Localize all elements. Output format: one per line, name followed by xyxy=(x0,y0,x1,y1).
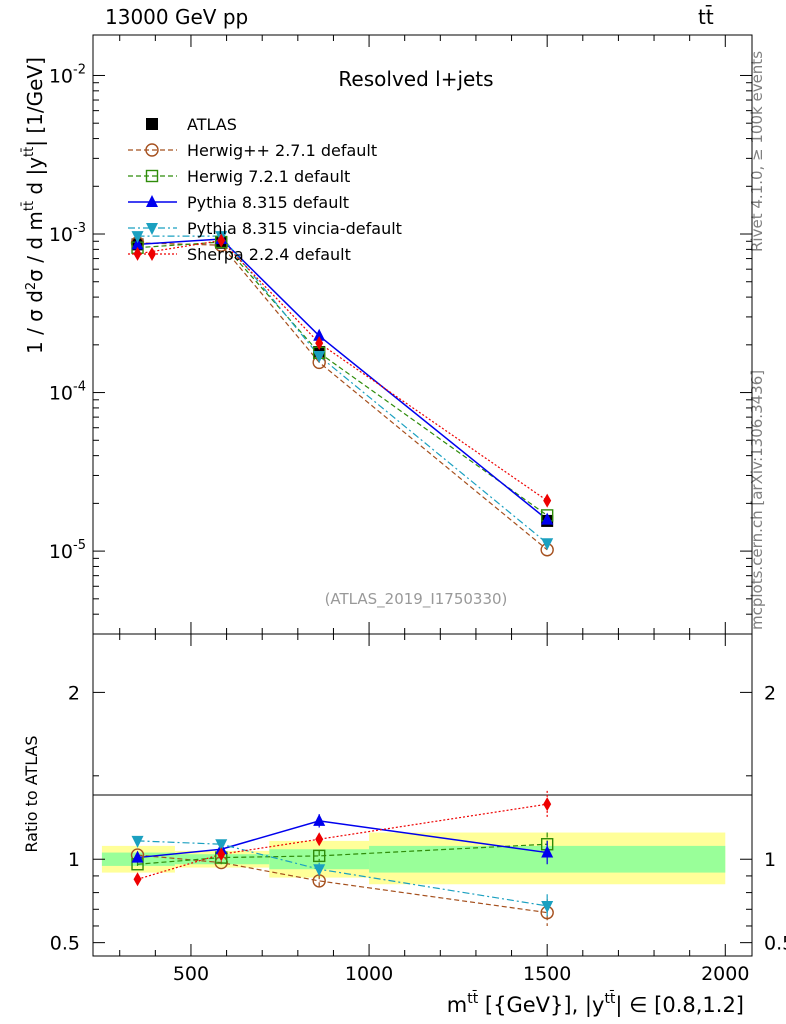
ratio-point-vincia xyxy=(313,864,326,877)
legend-label-herwigpp: Herwig++ 2.7.1 default xyxy=(187,141,377,160)
ratio-y-tick-label: 0.5 xyxy=(50,933,80,955)
ratio-point-sherpa xyxy=(543,797,552,812)
process-label: tt̄ xyxy=(698,4,714,29)
ratio-frame xyxy=(92,633,753,957)
ratio-series-markers xyxy=(130,790,554,926)
main-point-pythia xyxy=(541,512,554,525)
ratio-y-tick-label-right: 1 xyxy=(764,849,776,871)
ratio-point-pythia xyxy=(131,850,144,863)
ratio-y-axis-label: Ratio to ATLAS xyxy=(22,735,41,852)
main-point-vincia xyxy=(131,231,144,244)
legend-label-sherpa: Sherpa 2.2.4 default xyxy=(187,245,351,264)
ratio-y-tick-label-right: 2 xyxy=(764,682,776,704)
ratio-point-pythia xyxy=(541,845,554,858)
ratio-point-sherpa xyxy=(217,847,226,862)
energy-label: 13000 GeV pp xyxy=(105,5,248,29)
rivet-label: Rivet 4.1.0, ≥ 100k events xyxy=(748,51,766,252)
ratio-line-pythia xyxy=(137,820,548,859)
main-line-pythia xyxy=(137,238,548,521)
x-axis-label: mtt̄ [{GeV}], |ytt̄| ∈ [0.8,1.2] xyxy=(447,989,744,1018)
ratio-line-herwig7 xyxy=(137,843,548,865)
ratio-point-sherpa xyxy=(133,872,142,887)
x-tick-label: 1500 xyxy=(523,963,571,985)
ratio-line-herwigpp xyxy=(137,854,548,914)
main-line-herwig7 xyxy=(137,241,548,516)
legend-label-atlas: ATLAS xyxy=(187,115,237,134)
legend-marker-sherpa xyxy=(148,247,156,261)
x-tick-label: 2000 xyxy=(701,963,749,985)
main-line-sherpa xyxy=(137,239,548,502)
legend-marker-herwigpp xyxy=(145,143,159,157)
main-panel: 10-2 10-3 10-4 10-5 Resolved l+jets (ATLAS_… xyxy=(22,34,753,635)
legend: ATLAS Herwig++ 2.7.1 default Herwig 7.2.1 … xyxy=(128,115,402,264)
main-point-sherpa xyxy=(543,493,552,508)
legend-marker-pythia xyxy=(146,195,158,207)
legend-label-herwig7: Herwig 7.2.1 default xyxy=(187,167,350,186)
legend-marker-atlas xyxy=(146,118,158,130)
main-y-tick-label: 10-4 xyxy=(49,380,86,405)
ratio-series-lines xyxy=(137,803,548,914)
mcplots-label: mcplots.cern.ch [arXiv:1306.3436] xyxy=(748,370,766,630)
ratio-y-ticks: 0.5 0.5 1 1 2 2 xyxy=(50,682,786,954)
main-y-tick-label: 10-3 xyxy=(49,221,86,246)
ratio-y-tick-label-right: 0.5 xyxy=(764,933,786,955)
main-point-sherpa xyxy=(217,233,226,248)
ratio-point-vincia xyxy=(541,900,554,913)
x-tick-label: 500 xyxy=(173,963,209,985)
ratio-point-sherpa xyxy=(315,832,324,847)
legend-label-vincia: Pythia 8.315 vincia-default xyxy=(187,219,402,238)
main-y-ticks: 10-2 10-3 10-4 10-5 xyxy=(49,35,752,635)
legend-label-pythia: Pythia 8.315 default xyxy=(187,193,349,212)
main-point-pythia xyxy=(313,328,326,341)
ratio-point-pythia xyxy=(313,813,326,826)
x-ticks: 500 1000 1500 2000 xyxy=(119,634,749,985)
ratio-point-vincia xyxy=(215,839,228,852)
main-series-markers xyxy=(130,231,554,557)
ratio-y-tick-label: 1 xyxy=(68,849,80,871)
ratio-panel: 0.5 0.5 1 1 2 2 500 1000 1500 2000 Ratio to ATLA… xyxy=(22,633,786,1018)
main-point-vincia xyxy=(541,538,554,551)
main-series-lines xyxy=(137,235,548,551)
main-y-tick-label: 10-5 xyxy=(49,538,86,563)
ratio-y-tick-label: 2 xyxy=(68,682,80,704)
main-point-sherpa xyxy=(315,336,324,351)
legend-marker-vincia xyxy=(146,223,158,235)
ratio-point-herwig7 xyxy=(312,849,326,863)
main-y-tick-label: 10-2 xyxy=(49,62,86,87)
legend-marker-herwig7 xyxy=(145,169,159,183)
analysis-id: (ATLAS_2019_I1750330) xyxy=(325,590,508,609)
main-line-herwigpp xyxy=(137,242,548,551)
x-tick-label: 1000 xyxy=(345,963,393,985)
main-y-axis-label: 1 / σ d2σ / d mtt̄ d |ytt̄| [1/GeV] xyxy=(22,57,47,354)
main-point-vincia xyxy=(313,351,326,364)
main-point-pythia xyxy=(131,237,144,250)
main-title: Resolved l+jets xyxy=(338,67,493,91)
ratio-line-vincia xyxy=(137,840,548,907)
ratio-line-sherpa xyxy=(137,803,548,880)
main-line-vincia xyxy=(137,235,548,544)
ratio-point-vincia xyxy=(131,835,144,848)
